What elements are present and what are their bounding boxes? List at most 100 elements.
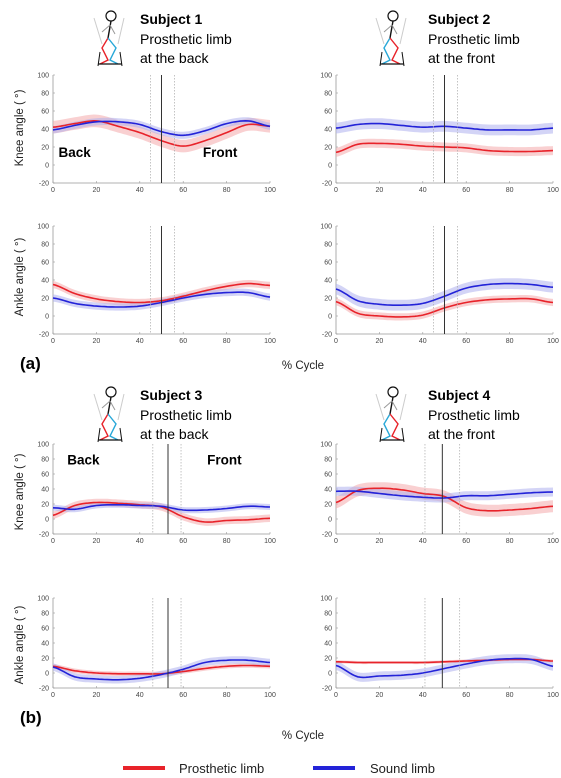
torso xyxy=(107,20,112,39)
y-tick-label: 40 xyxy=(324,487,332,494)
y-tick-label: 20 xyxy=(41,296,49,303)
y-tick-label: 100 xyxy=(320,442,332,449)
subject-desc-line1: Prosthetic limb xyxy=(428,407,520,423)
y-tick-label: 0 xyxy=(45,517,49,524)
y-tick-label: 20 xyxy=(41,502,49,509)
x-tick-label: 100 xyxy=(264,538,276,545)
y-axis-label: Knee angle ( °) xyxy=(14,89,26,166)
x-tick-label: 0 xyxy=(334,187,338,194)
x-tick-label: 80 xyxy=(223,338,231,345)
sound-line xyxy=(335,490,554,499)
subject-desc-line2: at the front xyxy=(428,50,495,66)
leg-back xyxy=(99,37,109,65)
subject-3-header: Subject 3 Prosthetic limb at the back xyxy=(93,386,232,443)
x-tick-label: 80 xyxy=(506,692,514,699)
y-tick-label: 60 xyxy=(324,626,332,633)
arm xyxy=(391,24,398,35)
pole xyxy=(375,393,385,421)
x-tick-label: 80 xyxy=(223,692,231,699)
arm xyxy=(101,24,111,33)
x-tick-label: 100 xyxy=(547,338,559,345)
y-axis-label: Ankle angle ( °) xyxy=(14,237,26,316)
y-tick-label: 40 xyxy=(41,278,49,285)
y-tick-label: 80 xyxy=(41,91,49,98)
subject-title: Subject 3 xyxy=(140,387,202,403)
x-tick-label: 0 xyxy=(51,338,55,345)
sound-line xyxy=(335,657,554,679)
head xyxy=(105,10,117,22)
y-tick-label: 80 xyxy=(324,457,332,464)
x-tick-label: 80 xyxy=(223,538,231,545)
ski xyxy=(97,427,101,443)
leg-back xyxy=(99,413,109,441)
arm xyxy=(109,400,116,411)
y-tick-label: 80 xyxy=(324,91,332,98)
x-tick-label: 40 xyxy=(419,338,427,345)
y-tick-label: 40 xyxy=(324,127,332,134)
subject-desc-line1: Prosthetic limb xyxy=(140,31,232,47)
leg-front xyxy=(107,37,119,65)
x-tick-label: 40 xyxy=(419,187,427,194)
y-tick-label: 20 xyxy=(324,656,332,663)
region-label: Back xyxy=(67,452,100,467)
legend-prosthetic-label: Prosthetic limb xyxy=(179,761,264,776)
arm xyxy=(109,24,116,35)
arm xyxy=(383,400,393,409)
x-tick-label: 20 xyxy=(93,692,101,699)
x-tick-label: 40 xyxy=(419,538,427,545)
sound-sd-band xyxy=(336,486,553,503)
x-tick-label: 100 xyxy=(264,338,276,345)
y-tick-label: 100 xyxy=(320,596,332,603)
y-tick-label: 0 xyxy=(45,163,49,170)
x-tick-label: 0 xyxy=(51,187,55,194)
y-tick-label: 80 xyxy=(41,611,49,618)
x-tick-label: 20 xyxy=(376,338,384,345)
torso xyxy=(389,396,394,415)
y-tick-label: -20 xyxy=(322,181,332,188)
y-tick-label: 80 xyxy=(41,242,49,249)
ski xyxy=(119,51,123,67)
x-tick-label: 80 xyxy=(506,187,514,194)
ski xyxy=(401,51,405,67)
x-tick-label: 100 xyxy=(547,187,559,194)
x-tick-label: 20 xyxy=(376,692,384,699)
y-tick-label: 60 xyxy=(324,472,332,479)
y-tick-label: 40 xyxy=(324,641,332,648)
leg-back xyxy=(381,413,391,441)
x-tick-label: 20 xyxy=(93,538,101,545)
subject-2-header: Subject 2 Prosthetic limb at the front xyxy=(375,10,520,67)
y-axis-label: Knee angle ( °) xyxy=(14,453,26,530)
subject-title: Subject 1 xyxy=(140,11,202,27)
y-tick-label: 0 xyxy=(328,671,332,678)
x-tick-label: 60 xyxy=(462,538,470,545)
y-tick-label: 40 xyxy=(41,127,49,134)
head xyxy=(387,10,399,22)
y-tick-label: 20 xyxy=(41,145,49,152)
pole xyxy=(117,393,125,421)
x-tick-label: 60 xyxy=(179,692,187,699)
ski xyxy=(379,51,383,67)
ski xyxy=(401,427,405,443)
x-tick-label: 100 xyxy=(264,187,276,194)
subject-title: Subject 2 xyxy=(428,11,490,27)
region-label: Front xyxy=(203,145,238,160)
y-tick-label: 20 xyxy=(324,145,332,152)
subject-1-header: Subject 1 Prosthetic limb at the back xyxy=(93,10,232,67)
head xyxy=(105,386,117,398)
pole xyxy=(399,393,407,421)
stick-figure-icon xyxy=(93,386,125,443)
sound-line xyxy=(52,504,271,512)
x-tick-label: 40 xyxy=(136,538,144,545)
leg-front xyxy=(389,37,401,65)
prosthetic-sd-band xyxy=(53,280,270,307)
y-tick-label: -20 xyxy=(39,532,49,539)
y-tick-label: 40 xyxy=(41,641,49,648)
subject-desc-line2: at the front xyxy=(428,426,495,442)
sound-sd-band xyxy=(53,656,270,684)
ski xyxy=(379,427,383,443)
x-tick-label: 20 xyxy=(93,187,101,194)
x-tick-label: 40 xyxy=(136,338,144,345)
y-tick-label: 100 xyxy=(320,73,332,80)
